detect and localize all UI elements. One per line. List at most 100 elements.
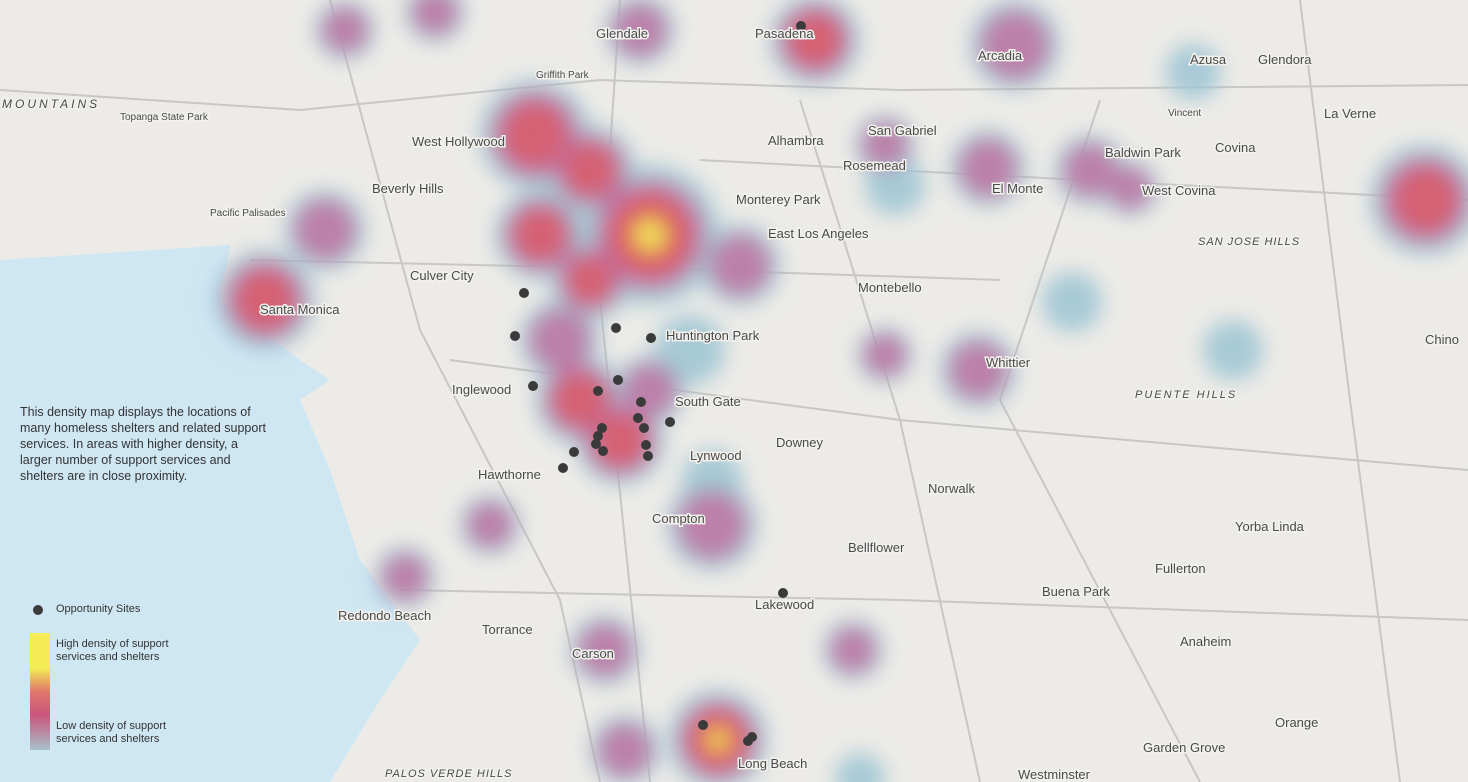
density-blob xyxy=(835,753,885,782)
place-label: Inglewood xyxy=(452,382,511,397)
density-blob xyxy=(597,722,653,778)
density-blob xyxy=(1165,44,1221,100)
place-label: Rosemead xyxy=(843,158,906,173)
density-blob xyxy=(411,0,459,36)
place-label: Lynwood xyxy=(690,448,742,463)
density-blob xyxy=(863,333,907,377)
opportunity-site xyxy=(639,423,649,433)
place-label: Anaheim xyxy=(1180,634,1231,649)
place-label: Monterey Park xyxy=(736,192,821,207)
density-blob xyxy=(979,9,1051,81)
place-label: Downey xyxy=(776,435,823,450)
opportunity-site xyxy=(796,21,806,31)
opportunity-site xyxy=(747,732,757,742)
opportunity-site xyxy=(510,331,520,341)
place-label: Alhambra xyxy=(768,133,824,148)
density-blob xyxy=(466,501,514,549)
opportunity-site xyxy=(698,720,708,730)
place-label: Topanga State Park xyxy=(120,112,209,123)
place-label: La Verne xyxy=(1324,106,1376,121)
density-blob xyxy=(554,374,606,426)
place-label: Montebello xyxy=(858,280,922,295)
place-label: Whittier xyxy=(986,355,1031,370)
density-blob xyxy=(321,6,369,54)
opportunity-site xyxy=(633,413,643,423)
opportunity-site xyxy=(611,323,621,333)
place-label: Pasadena xyxy=(755,26,814,41)
legend-label: Opportunity Sites xyxy=(56,603,141,615)
place-label: Long Beach xyxy=(738,756,807,771)
place-label: Griffith Park xyxy=(536,70,590,81)
opportunity-site xyxy=(665,417,675,427)
place-label: El Monte xyxy=(992,181,1043,196)
opportunity-sites xyxy=(510,21,806,746)
legend-ramp xyxy=(30,633,50,750)
density-blob xyxy=(948,340,1008,400)
description: This density map displays the locations … xyxy=(20,405,266,483)
density-blob xyxy=(567,257,613,303)
place-label: Azusa xyxy=(1190,52,1227,67)
place-label: Buena Park xyxy=(1042,584,1110,599)
opportunity-site xyxy=(778,588,788,598)
ocean xyxy=(0,245,420,782)
opportunity-site xyxy=(597,423,607,433)
place-label: Garden Grove xyxy=(1143,740,1225,755)
place-label: West Hollywood xyxy=(412,134,505,149)
density-blob xyxy=(514,209,566,261)
place-label: Chino xyxy=(1425,332,1459,347)
opportunity-site xyxy=(528,381,538,391)
opportunity-site xyxy=(613,375,623,385)
place-label: Westminster xyxy=(1018,767,1091,782)
opportunity-site xyxy=(591,439,601,449)
density-blob xyxy=(708,233,772,297)
place-label: San Gabriel xyxy=(868,123,937,138)
opportunity-site xyxy=(558,463,568,473)
density-blob xyxy=(504,104,566,166)
place-label: PALOS VERDE HILLS xyxy=(385,768,512,780)
place-label: Fullerton xyxy=(1155,561,1206,576)
density-blob xyxy=(829,626,877,674)
place-label: Baldwin Park xyxy=(1105,145,1181,160)
opportunity-site xyxy=(593,386,603,396)
place-label: West Covina xyxy=(1142,183,1216,198)
place-label: MOUNTAINS xyxy=(2,97,100,111)
legend-site-dot xyxy=(33,605,43,615)
density-blob xyxy=(564,144,616,196)
density-blob xyxy=(865,155,925,215)
place-label: Torrance xyxy=(482,622,533,637)
place-label: SAN JOSE HILLS xyxy=(1198,236,1300,248)
place-label: Glendale xyxy=(596,26,648,41)
place-labels: Glendale Pasadena Arcadia Azusa Glendora… xyxy=(1,25,1461,782)
place-label: Huntington Park xyxy=(666,328,760,343)
legend-label: Low density of support services and shel… xyxy=(56,720,167,745)
place-label: Bellflower xyxy=(848,540,905,555)
place-label: PUENTE HILLS xyxy=(1135,389,1237,401)
legend-label: High density of support services and she… xyxy=(56,638,169,663)
opportunity-site xyxy=(569,447,579,457)
opportunity-site xyxy=(646,333,656,343)
place-label: Yorba Linda xyxy=(1235,519,1305,534)
density-blob xyxy=(528,308,592,372)
place-label: Glendora xyxy=(1258,52,1312,67)
opportunity-site xyxy=(598,446,608,456)
place-label: Culver City xyxy=(410,268,474,283)
place-label: Orange xyxy=(1275,715,1318,730)
density-blob xyxy=(1042,272,1102,332)
density-layer xyxy=(215,0,1468,782)
place-label: Lakewood xyxy=(755,597,814,612)
opportunity-site xyxy=(636,397,646,407)
opportunity-site xyxy=(641,440,651,450)
density-blob xyxy=(1203,320,1263,380)
place-label: East Los Angeles xyxy=(768,226,869,241)
place-label: Pacific Palisades xyxy=(210,208,286,219)
place-label: Norwalk xyxy=(928,481,975,496)
density-blob xyxy=(706,728,730,752)
density-blob xyxy=(633,218,667,252)
place-label: Compton xyxy=(652,511,705,526)
opportunity-site xyxy=(519,288,529,298)
opportunity-site xyxy=(643,451,653,461)
place-label: Beverly Hills xyxy=(372,181,444,196)
density-blob xyxy=(293,198,357,262)
